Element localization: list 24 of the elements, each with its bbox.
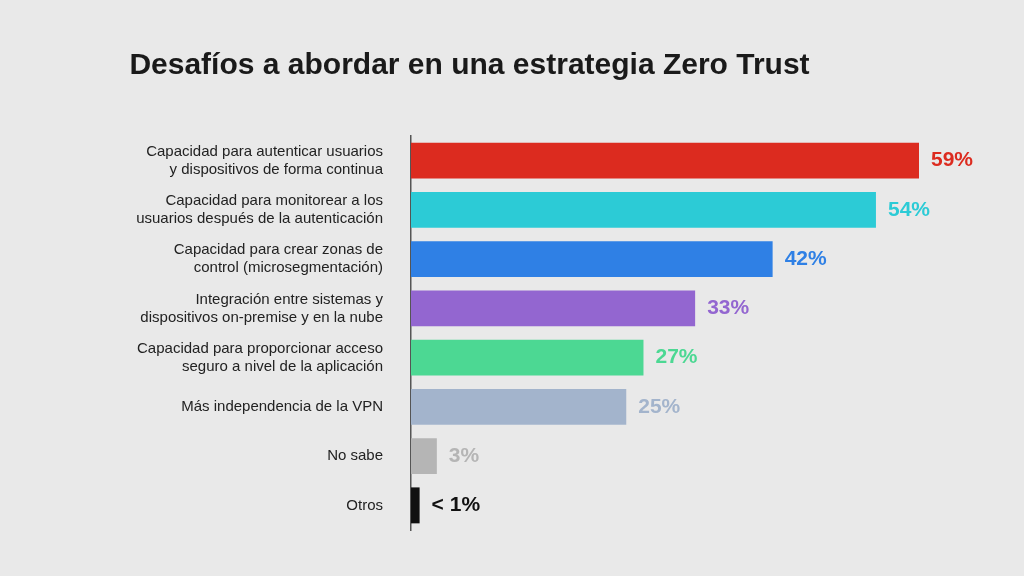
bar bbox=[411, 388, 627, 425]
bar bbox=[411, 438, 437, 475]
y-tick-label: Capacidad para autenticar usuarios y dispositivos de forma continua bbox=[146, 141, 384, 177]
y-tick-label: No sabe bbox=[327, 446, 383, 464]
y-tick-label: Capacidad para crear zonas de control (microsegmentación) bbox=[173, 240, 383, 276]
chart-title: Desafíos a abordar en una estrategia Zero Trust bbox=[129, 47, 810, 81]
bar bbox=[411, 191, 876, 228]
data-label: 42% bbox=[784, 245, 827, 269]
data-label: 27% bbox=[655, 344, 698, 368]
y-tick-label: Capacidad para monitorear a los usuarios después de la autenticación bbox=[136, 191, 383, 227]
data-label: 33% bbox=[707, 295, 750, 319]
data-label: 59% bbox=[931, 147, 974, 171]
data-label: 25% bbox=[638, 393, 681, 417]
y-tick-label: Capacidad para proporcionar acceso seguro a nivel de la aplicación bbox=[137, 338, 383, 374]
bar bbox=[411, 241, 773, 278]
bar bbox=[411, 290, 696, 327]
data-label: < 1% bbox=[431, 492, 481, 516]
bar bbox=[411, 142, 919, 179]
bar bbox=[411, 339, 644, 376]
bar bbox=[411, 487, 420, 524]
data-label: 54% bbox=[887, 196, 931, 220]
y-tick-label: Más independencia de la VPN bbox=[181, 397, 383, 415]
y-tick-label: Otros bbox=[346, 495, 383, 513]
y-tick-label: Integración entre sistemas y dispositivos on-premise y en la nube bbox=[140, 289, 384, 325]
